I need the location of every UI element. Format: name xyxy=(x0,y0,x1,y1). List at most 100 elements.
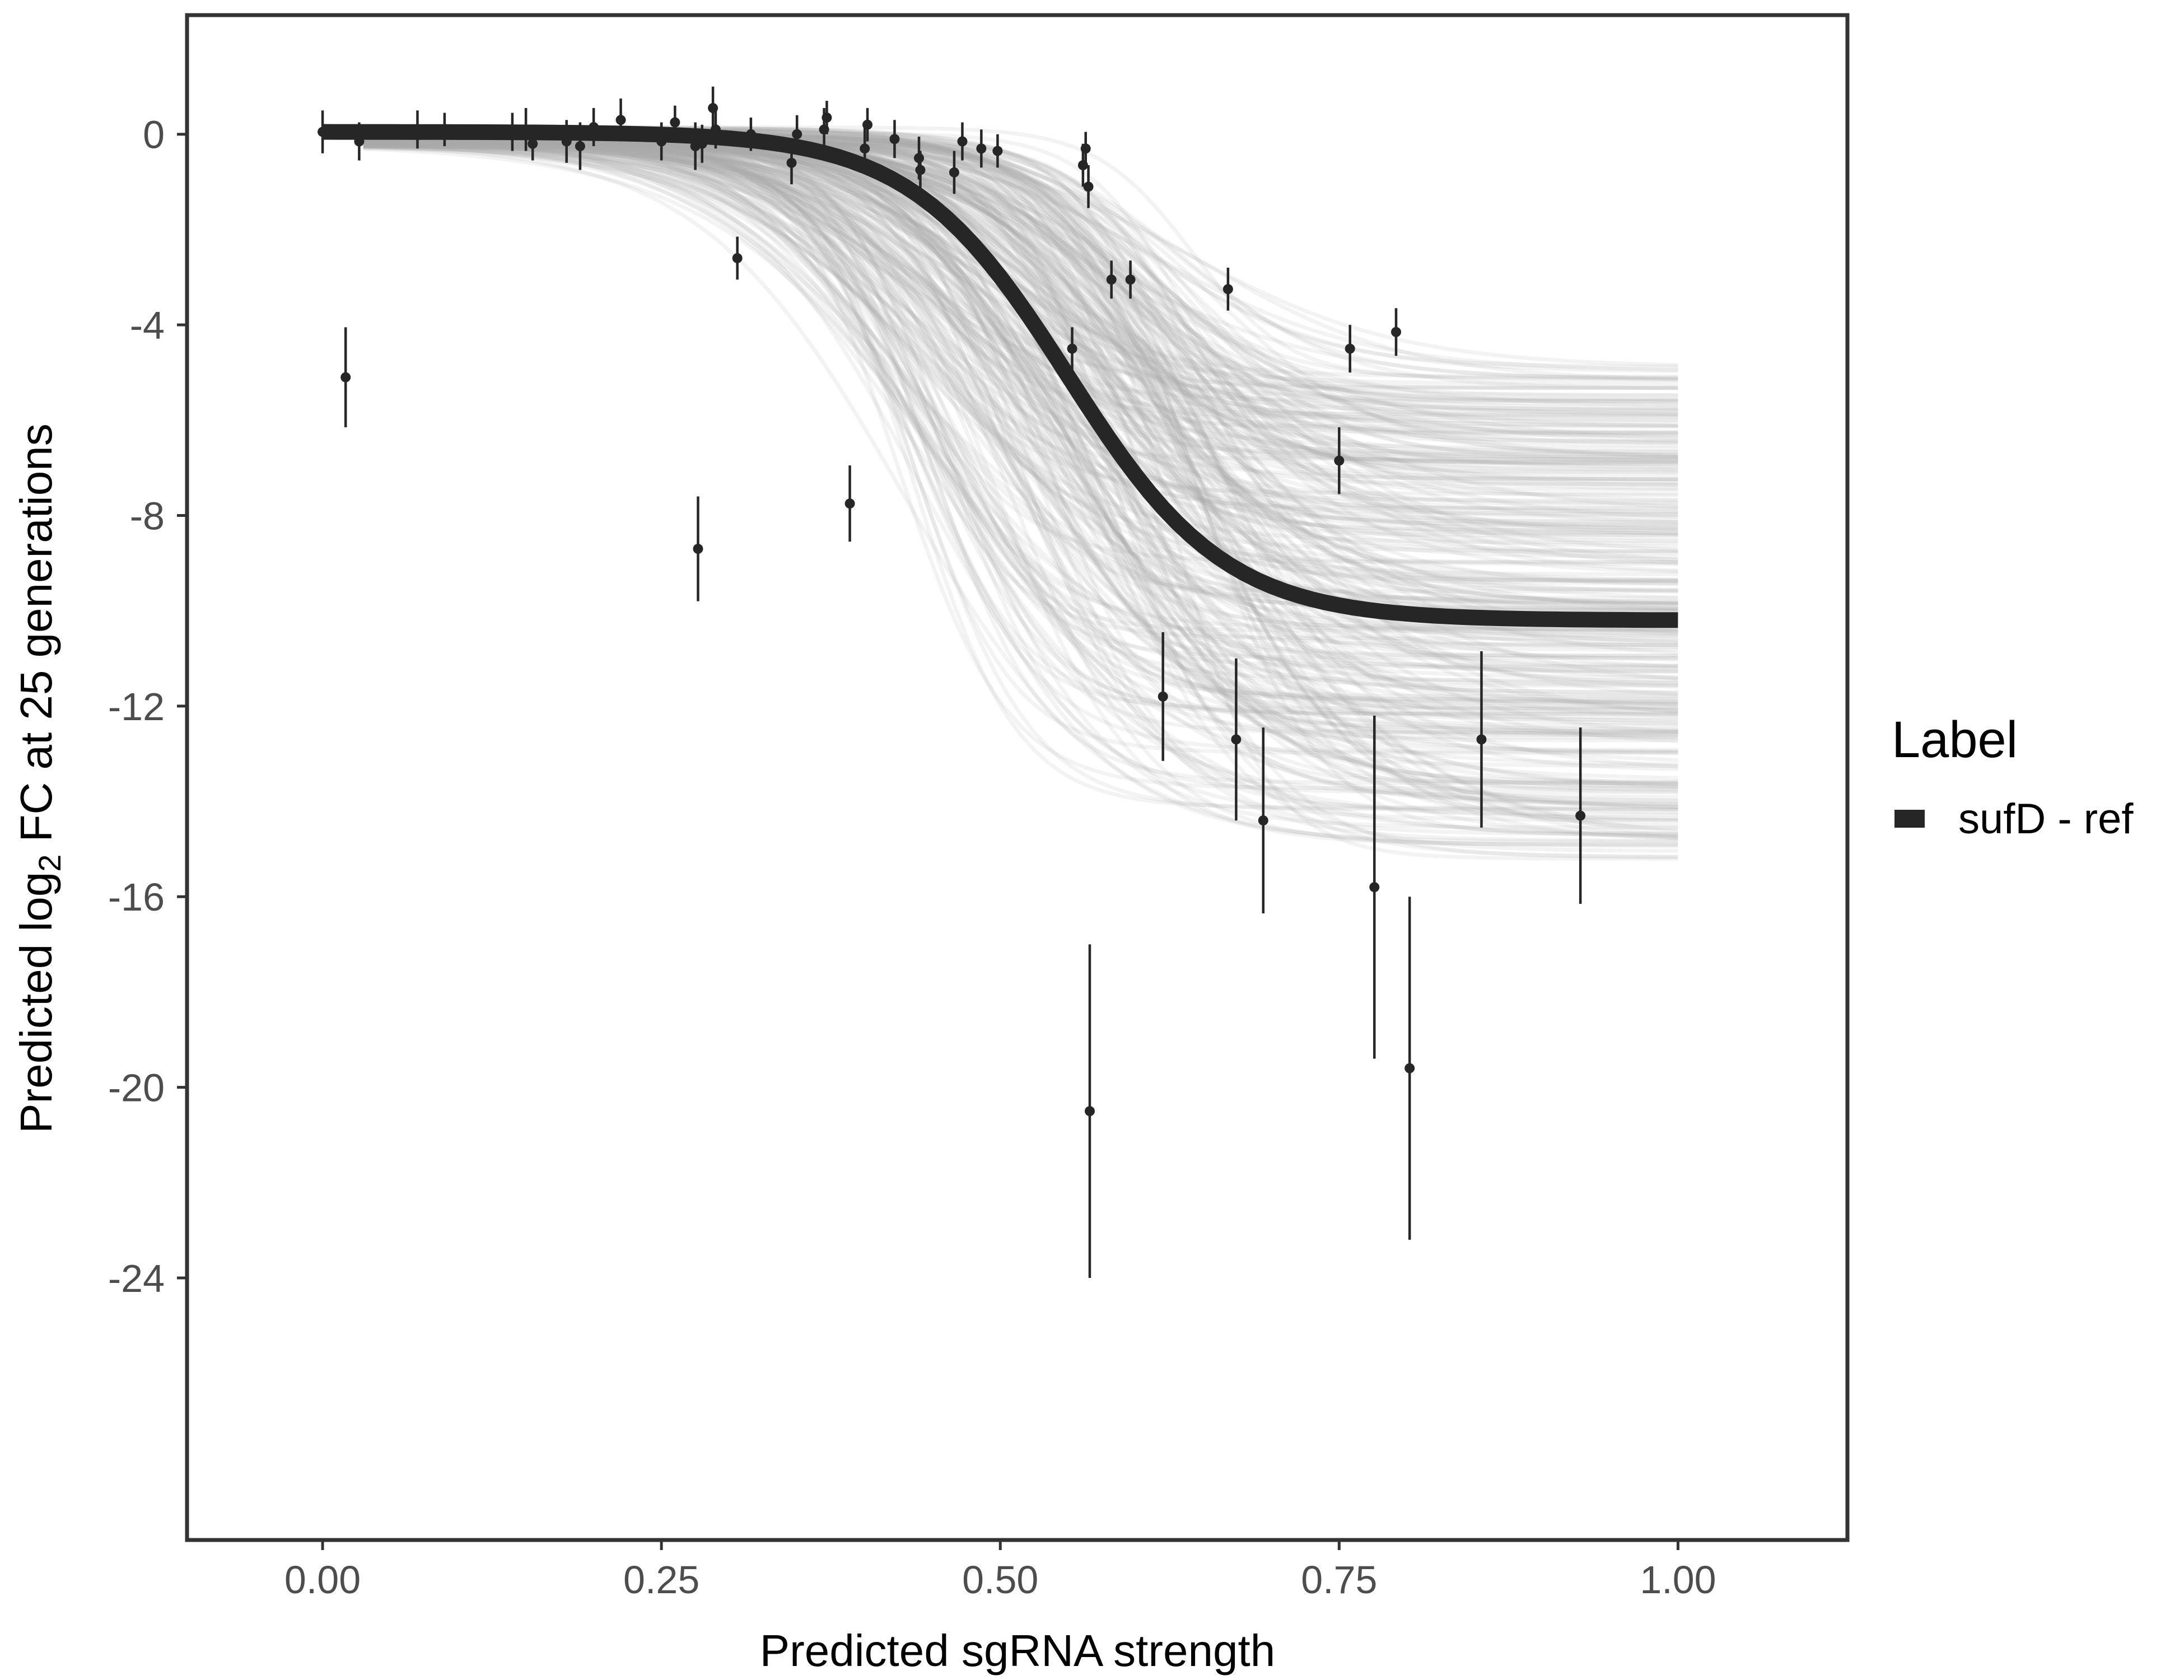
data-point xyxy=(528,127,538,161)
posterior-draw-line xyxy=(363,145,1678,473)
data-point xyxy=(1404,897,1415,1240)
y-axis-title-prefix: Predicted log xyxy=(11,872,61,1133)
data-point xyxy=(1369,715,1380,1059)
data-points xyxy=(318,86,1586,1278)
posterior-draw-line xyxy=(363,138,1678,706)
posterior-draw-line xyxy=(363,128,1678,482)
data-point xyxy=(1067,327,1077,370)
y-tick-label: -16 xyxy=(108,875,165,919)
point-marker xyxy=(561,136,572,147)
x-axis: 0.00 0.25 0.50 0.75 1.00 xyxy=(284,1540,1716,1602)
data-point xyxy=(1231,658,1242,821)
data-point xyxy=(1258,727,1268,914)
data-point xyxy=(844,465,855,542)
posterior-draw-line xyxy=(363,141,1678,718)
y-axis-title-suffix: FC at 25 generations xyxy=(11,423,61,854)
data-point xyxy=(340,327,351,428)
posterior-draw-line xyxy=(363,143,1678,516)
posterior-draw-line xyxy=(363,137,1678,732)
point-marker xyxy=(844,498,855,509)
point-marker xyxy=(992,146,1003,156)
data-point xyxy=(745,117,756,151)
data-point xyxy=(860,127,870,170)
posterior-draw-line xyxy=(363,138,1678,607)
posterior-draw-line xyxy=(363,131,1678,734)
legend-title: Label xyxy=(1892,711,2018,768)
posterior-draw-line xyxy=(363,145,1678,643)
data-point xyxy=(521,108,531,151)
data-point xyxy=(792,115,802,153)
data-point xyxy=(670,105,680,139)
y-tick-label: -12 xyxy=(108,685,165,729)
data-point xyxy=(786,141,797,185)
posterior-draw-line xyxy=(363,144,1678,848)
y-axis-title-subscript: 2 xyxy=(32,855,67,872)
posterior-draw-line xyxy=(363,142,1678,451)
point-marker xyxy=(957,136,968,147)
point-marker xyxy=(976,143,987,154)
posterior-draw-line xyxy=(363,130,1678,679)
legend: Label sufD - ref xyxy=(1892,711,2134,843)
posterior-draw-line xyxy=(363,139,1678,559)
point-marker xyxy=(318,127,328,137)
point-marker xyxy=(889,134,900,144)
posterior-draw-line xyxy=(363,132,1678,434)
point-marker xyxy=(439,124,450,135)
posterior-draw-line xyxy=(363,143,1678,695)
data-point xyxy=(949,151,959,194)
data-point xyxy=(957,122,968,161)
y-tick-label: -8 xyxy=(130,494,165,538)
point-marker xyxy=(792,129,802,139)
x-tick-label: 1.00 xyxy=(1640,1558,1716,1602)
point-marker xyxy=(745,129,756,139)
x-tick-label: 0.50 xyxy=(962,1558,1038,1602)
data-point xyxy=(1083,165,1094,208)
data-point xyxy=(915,151,926,189)
data-point xyxy=(1334,427,1345,494)
data-point xyxy=(710,110,721,149)
data-point xyxy=(732,236,743,280)
point-marker xyxy=(786,157,797,168)
point-marker xyxy=(732,253,743,263)
x-tick-label: 0.00 xyxy=(284,1558,361,1602)
point-marker xyxy=(507,127,517,137)
point-marker xyxy=(949,167,959,178)
posterior-draw-line xyxy=(363,144,1678,680)
point-marker xyxy=(1080,143,1091,154)
point-marker xyxy=(1345,343,1355,354)
fit-curve-layer xyxy=(322,124,1678,628)
data-point xyxy=(1106,260,1117,299)
data-point xyxy=(1080,132,1091,166)
point-marker xyxy=(589,122,599,132)
x-axis-title: Predicted sgRNA strength xyxy=(760,1626,1275,1676)
posterior-draw-line xyxy=(363,143,1678,416)
posterior-draw-line xyxy=(363,144,1678,464)
data-point xyxy=(656,122,667,161)
y-axis: 0 -4 -8 -12 -16 -20 -24 xyxy=(108,113,187,1300)
data-point xyxy=(992,134,1003,168)
data-point xyxy=(354,122,365,161)
point-marker xyxy=(693,544,703,554)
posterior-draw-line xyxy=(363,143,1678,724)
legend-label-sufd-ref: sufD - ref xyxy=(1958,795,2134,843)
data-point xyxy=(697,124,707,163)
point-marker xyxy=(1334,455,1345,466)
point-marker xyxy=(915,165,926,175)
point-marker xyxy=(860,143,870,154)
posterior-draw-line xyxy=(363,143,1678,790)
data-point xyxy=(561,120,572,163)
posterior-draw-line xyxy=(363,138,1678,586)
data-point xyxy=(589,108,599,147)
point-marker xyxy=(1067,343,1077,354)
posterior-draw-line xyxy=(363,137,1678,647)
point-marker xyxy=(822,112,832,123)
data-point xyxy=(1476,651,1487,828)
point-marker xyxy=(1083,181,1094,192)
posterior-draw-line xyxy=(363,139,1678,427)
data-point xyxy=(439,113,450,147)
posterior-draw-line xyxy=(363,139,1678,465)
data-point xyxy=(1575,727,1586,904)
posterior-draw-line xyxy=(363,142,1678,820)
data-point xyxy=(862,108,873,142)
